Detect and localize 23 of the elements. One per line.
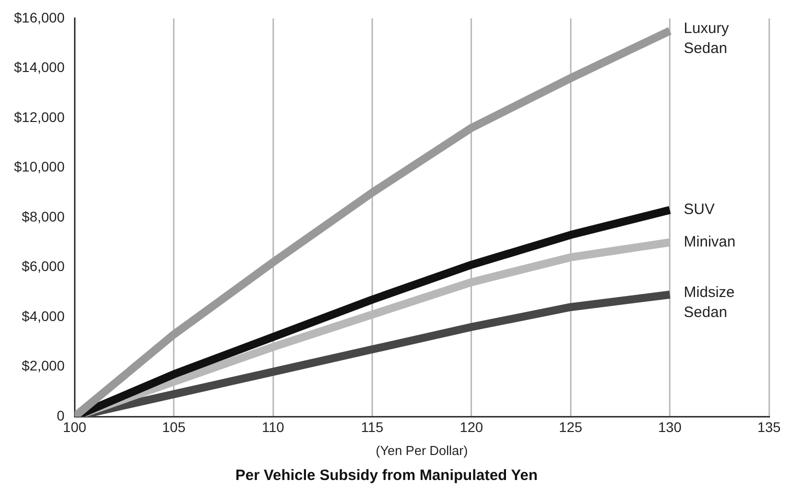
y-tick-label: $14,000 xyxy=(14,59,65,76)
x-tick-label: 120 xyxy=(460,418,484,435)
x-tick-label: 125 xyxy=(558,418,582,435)
series-label: Luxury Sedan xyxy=(684,20,730,57)
y-tick-label: $4,000 xyxy=(22,308,65,324)
y-tick-label: $6,000 xyxy=(22,258,65,274)
x-tick-label: 100 xyxy=(62,418,86,435)
series-label: SUV xyxy=(684,201,715,218)
y-tick-label: $10,000 xyxy=(14,158,65,175)
x-tick-label: 110 xyxy=(262,418,284,435)
x-tick-label: 105 xyxy=(162,418,186,435)
x-axis-title: (Yen Per Dollar) xyxy=(376,442,468,458)
x-tick-label: 135 xyxy=(757,418,781,435)
y-tick-label: $12,000 xyxy=(14,108,65,125)
series-label: Midsize Sedan xyxy=(684,284,735,321)
x-tick-label: 115 xyxy=(361,418,384,435)
x-tick-label: 130 xyxy=(658,418,682,435)
y-tick-label: $16,000 xyxy=(14,9,65,26)
series-label: Minivan xyxy=(684,234,736,251)
y-tick-label: 0 xyxy=(56,407,65,424)
y-tick-label: $2,000 xyxy=(22,358,65,374)
y-tick-label: $8,000 xyxy=(22,208,65,224)
text: Per Vehicle Subsidy from Manipulated Yen xyxy=(235,467,538,484)
